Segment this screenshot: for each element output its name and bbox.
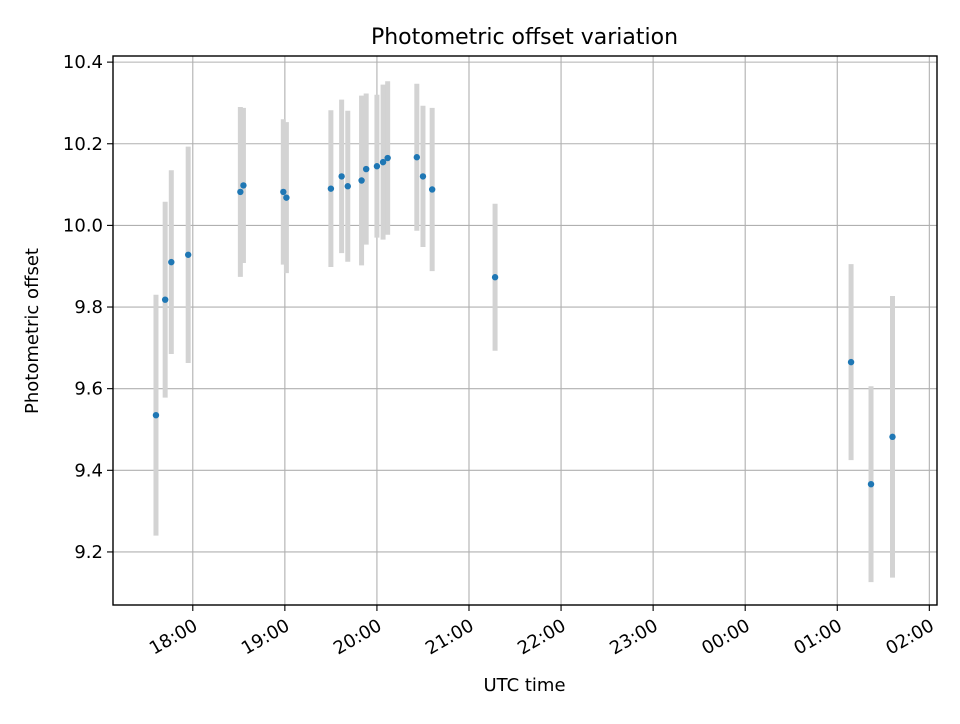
x-tick-label: 21:00 [422,615,477,659]
x-tick-label: 19:00 [238,615,293,659]
errorbar-layer [153,81,896,583]
x-tick-label: 00:00 [698,615,753,659]
data-point [867,480,875,488]
chart-title: Photometric offset variation [371,25,678,50]
y-tick-label: 9.8 [74,297,103,318]
y-axis-label: Photometric offset [22,248,43,414]
y-tick-label: 10.4 [63,52,103,73]
data-point [379,158,387,166]
x-axis-label: UTC time [483,675,565,696]
x-tick-label: 22:00 [514,615,569,659]
y-tick-label: 9.4 [74,460,103,481]
data-point [847,358,855,366]
data-point [240,182,247,189]
data-point [280,188,287,196]
data-point [419,173,427,180]
data-point [373,163,381,170]
data-point [362,165,370,173]
tick-layer: 18:00 19:00 20:00 21:00 22:00 23:00 00:00 01:00… [63,52,938,659]
data-point [491,274,499,281]
x-tick-label: 20:00 [330,615,385,659]
data-point [344,183,351,190]
data-point [384,154,391,162]
grid-layer [113,56,937,605]
data-point [428,186,436,193]
data-point [327,185,335,192]
data-point [237,188,244,196]
x-tick-label: 23:00 [606,615,661,659]
data-point [413,154,421,161]
data-point [168,258,175,266]
y-tick-label: 10.0 [63,215,103,236]
x-tick-label: 02:00 [882,615,937,659]
y-tick-label: 9.2 [74,542,103,563]
data-point [161,296,169,303]
data-point [283,194,290,201]
data-point [358,177,365,184]
x-tick-label: 01:00 [790,615,845,659]
data-point [338,173,345,180]
data-point [184,251,192,258]
x-tick-label: 18:00 [146,615,201,659]
data-point [889,433,896,441]
data-point [152,411,160,419]
y-tick-label: 9.6 [74,379,103,400]
point-layer [152,154,896,488]
y-tick-label: 10.2 [63,134,103,155]
plot-frame [112,55,938,606]
